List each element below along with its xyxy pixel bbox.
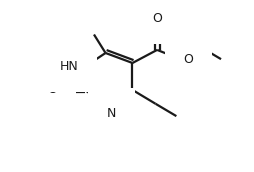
Text: O: O: [152, 12, 162, 25]
Text: O: O: [47, 83, 57, 96]
Text: HN: HN: [60, 60, 78, 73]
Text: O: O: [183, 53, 193, 66]
Text: N: N: [107, 107, 116, 120]
